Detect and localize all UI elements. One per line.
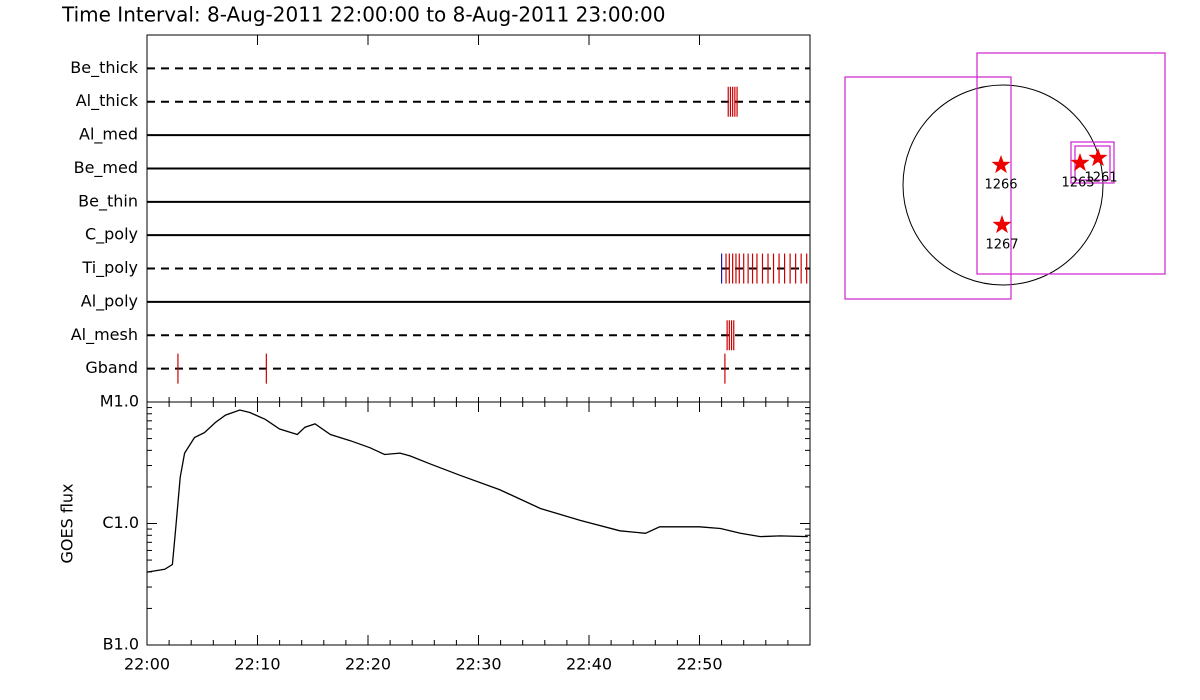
y-tick-label: B1.0 xyxy=(103,635,139,654)
region-label: 1261 xyxy=(1084,171,1117,186)
region-star xyxy=(992,215,1012,234)
plot-frame xyxy=(146,34,811,403)
x-tick-label: 22:00 xyxy=(124,655,170,674)
row-label: Be_thick xyxy=(70,58,138,78)
y-tick-label: C1.0 xyxy=(102,513,139,532)
row-label: Gband xyxy=(85,358,138,377)
region-star xyxy=(1088,148,1108,167)
region-label: 1267 xyxy=(985,238,1018,253)
chart-title: Time Interval: 8-Aug-2011 22:00:00 to 8-… xyxy=(61,3,666,27)
y-tick-label: M1.0 xyxy=(100,392,139,411)
row-label: Be_thin xyxy=(78,191,138,211)
x-tick-label: 22:40 xyxy=(566,655,612,674)
fov-box xyxy=(844,76,1012,300)
goes-line xyxy=(146,409,808,573)
x-tick-label: 22:20 xyxy=(345,655,391,674)
map: 1266 1267 1263 1261 xyxy=(844,52,1166,300)
plot-frame xyxy=(146,401,811,646)
row-label: Al_thick xyxy=(76,91,139,111)
region-star xyxy=(991,155,1011,174)
x-tick-label: 22:50 xyxy=(676,655,722,674)
solar-disk xyxy=(902,84,1104,286)
x-tick-label: 22:10 xyxy=(234,655,280,674)
row-label: Be_med xyxy=(74,158,138,178)
region-label: 1263 xyxy=(1061,176,1094,191)
fov-box xyxy=(1070,141,1115,184)
row-label: Al_poly xyxy=(81,291,138,311)
row-label: Ti_poly xyxy=(81,258,138,278)
row-label: Al_med xyxy=(79,125,138,145)
fov-box xyxy=(976,52,1166,275)
region-label: 1266 xyxy=(984,178,1017,193)
y-axis-label: GOES flux xyxy=(58,483,77,563)
row-label: C_poly xyxy=(85,225,138,245)
x-tick-label: 22:30 xyxy=(455,655,501,674)
region-star xyxy=(1070,153,1090,172)
row-label: Al_mesh xyxy=(71,325,138,345)
